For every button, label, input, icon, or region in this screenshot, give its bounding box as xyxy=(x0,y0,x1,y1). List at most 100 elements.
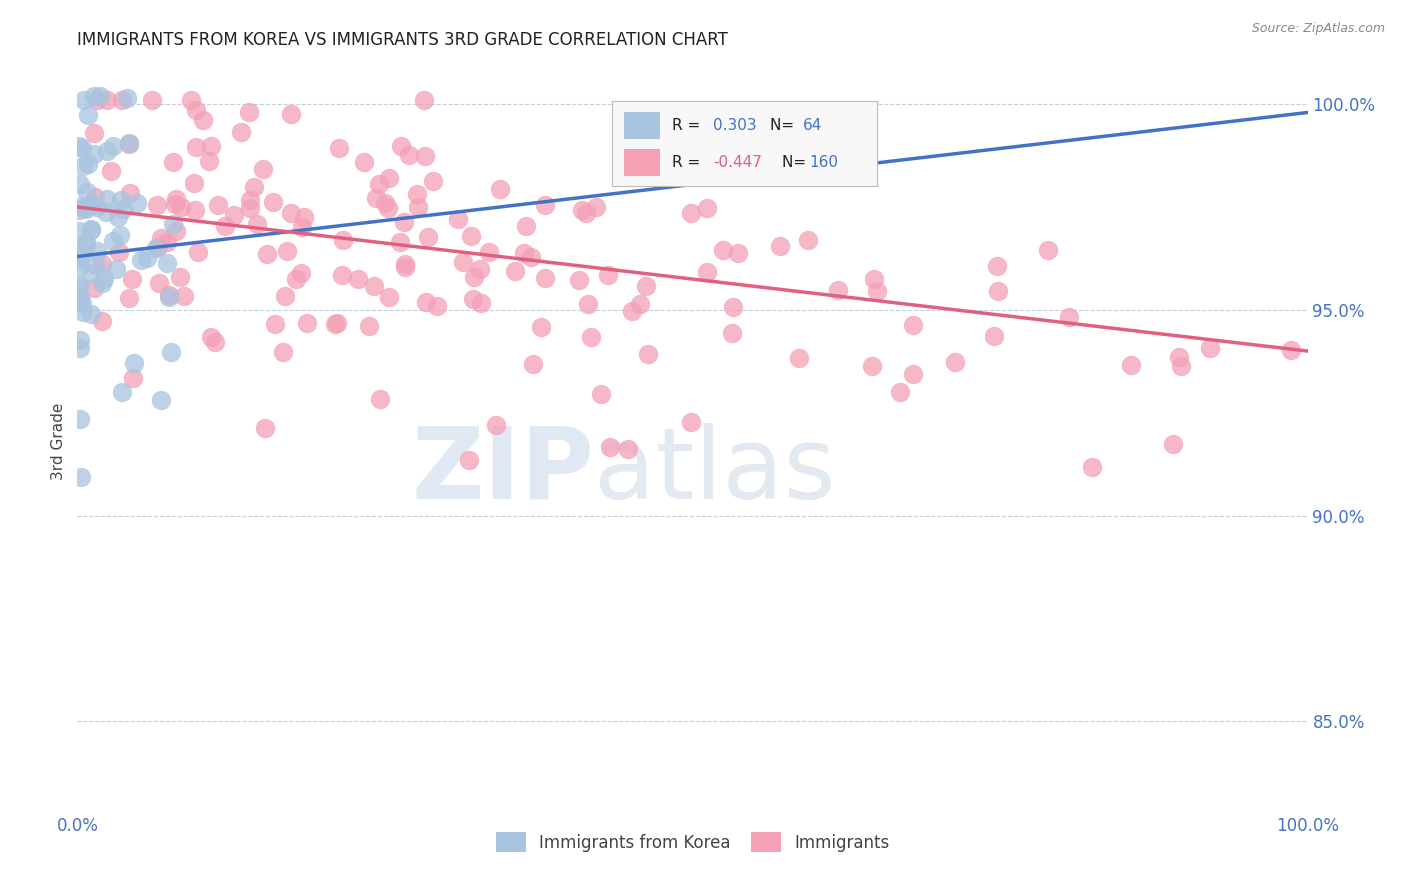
Point xyxy=(394,257,416,271)
Point xyxy=(463,269,485,284)
Point xyxy=(599,440,621,454)
Point xyxy=(987,285,1010,299)
Point xyxy=(394,260,416,275)
Point xyxy=(398,148,420,162)
Text: 64: 64 xyxy=(803,118,823,133)
Point xyxy=(75,235,97,249)
Point xyxy=(1170,359,1192,373)
Point xyxy=(165,196,187,211)
Point xyxy=(72,141,94,155)
Point xyxy=(112,202,135,216)
Legend: Immigrants from Korea, Immigrants: Immigrants from Korea, Immigrants xyxy=(489,825,896,859)
Point xyxy=(200,330,222,344)
Point xyxy=(83,147,105,161)
Point xyxy=(368,392,391,407)
Point xyxy=(576,296,599,310)
Point xyxy=(90,276,112,290)
Point xyxy=(77,157,100,171)
Point xyxy=(243,180,266,194)
Text: ZIP: ZIP xyxy=(411,423,595,520)
Point xyxy=(118,136,141,150)
Point xyxy=(67,202,90,217)
Point xyxy=(180,93,202,107)
Point xyxy=(117,291,139,305)
Point xyxy=(460,229,482,244)
Point xyxy=(256,247,278,261)
Point xyxy=(101,234,124,248)
FancyBboxPatch shape xyxy=(624,112,661,139)
Point xyxy=(184,103,207,118)
Point xyxy=(827,283,849,297)
Point xyxy=(165,192,187,206)
Point xyxy=(187,245,209,260)
Text: IMMIGRANTS FROM KOREA VS IMMIGRANTS 3RD GRADE CORRELATION CHART: IMMIGRANTS FROM KOREA VS IMMIGRANTS 3RD … xyxy=(77,31,728,49)
Point xyxy=(377,201,399,215)
Point xyxy=(522,357,544,371)
Point xyxy=(983,328,1005,343)
Point xyxy=(405,186,427,201)
Point xyxy=(530,319,553,334)
Point xyxy=(295,317,318,331)
Point xyxy=(359,319,381,334)
Point xyxy=(73,93,96,107)
Point xyxy=(239,201,262,215)
Point xyxy=(122,370,145,384)
Point xyxy=(165,224,187,238)
Point xyxy=(110,194,132,208)
Point xyxy=(520,251,543,265)
Point xyxy=(364,192,387,206)
Point xyxy=(636,279,658,293)
Point xyxy=(73,201,96,215)
Point xyxy=(89,89,111,103)
Point xyxy=(145,241,167,255)
Point xyxy=(571,202,593,217)
Point xyxy=(1119,358,1142,372)
Point xyxy=(768,239,790,253)
Point xyxy=(69,341,91,355)
Point xyxy=(72,159,94,173)
Point xyxy=(290,267,312,281)
Point xyxy=(107,244,129,259)
Point xyxy=(585,200,607,214)
Point xyxy=(148,277,170,291)
Text: -0.447: -0.447 xyxy=(713,155,762,169)
Point xyxy=(515,219,537,234)
Point xyxy=(69,293,91,308)
Point xyxy=(811,104,834,119)
Point xyxy=(276,244,298,259)
Point xyxy=(83,89,105,103)
Point xyxy=(76,185,98,199)
Point xyxy=(591,387,613,401)
Point xyxy=(415,294,437,309)
Point xyxy=(681,206,703,220)
Point xyxy=(505,264,527,278)
Point xyxy=(67,252,90,267)
Point xyxy=(721,301,744,315)
Point xyxy=(111,93,134,107)
Point xyxy=(323,317,346,331)
Point xyxy=(207,198,229,212)
Point xyxy=(406,200,429,214)
Point xyxy=(534,270,557,285)
Point xyxy=(377,290,399,304)
Point xyxy=(80,222,103,236)
Point xyxy=(284,272,307,286)
Point xyxy=(198,153,221,168)
Point xyxy=(149,230,172,244)
Point xyxy=(83,280,105,294)
Point xyxy=(69,412,91,426)
Point xyxy=(72,199,94,213)
Point xyxy=(91,314,114,328)
Point xyxy=(156,256,179,270)
Point xyxy=(94,204,117,219)
Point xyxy=(86,201,108,215)
Point xyxy=(863,271,886,285)
Text: atlas: atlas xyxy=(595,423,835,520)
Point xyxy=(1199,341,1222,355)
Text: N=: N= xyxy=(770,118,799,133)
Text: N=: N= xyxy=(782,155,811,169)
Point xyxy=(70,295,93,310)
Point xyxy=(727,245,749,260)
Point xyxy=(239,193,262,207)
Point xyxy=(326,317,349,331)
